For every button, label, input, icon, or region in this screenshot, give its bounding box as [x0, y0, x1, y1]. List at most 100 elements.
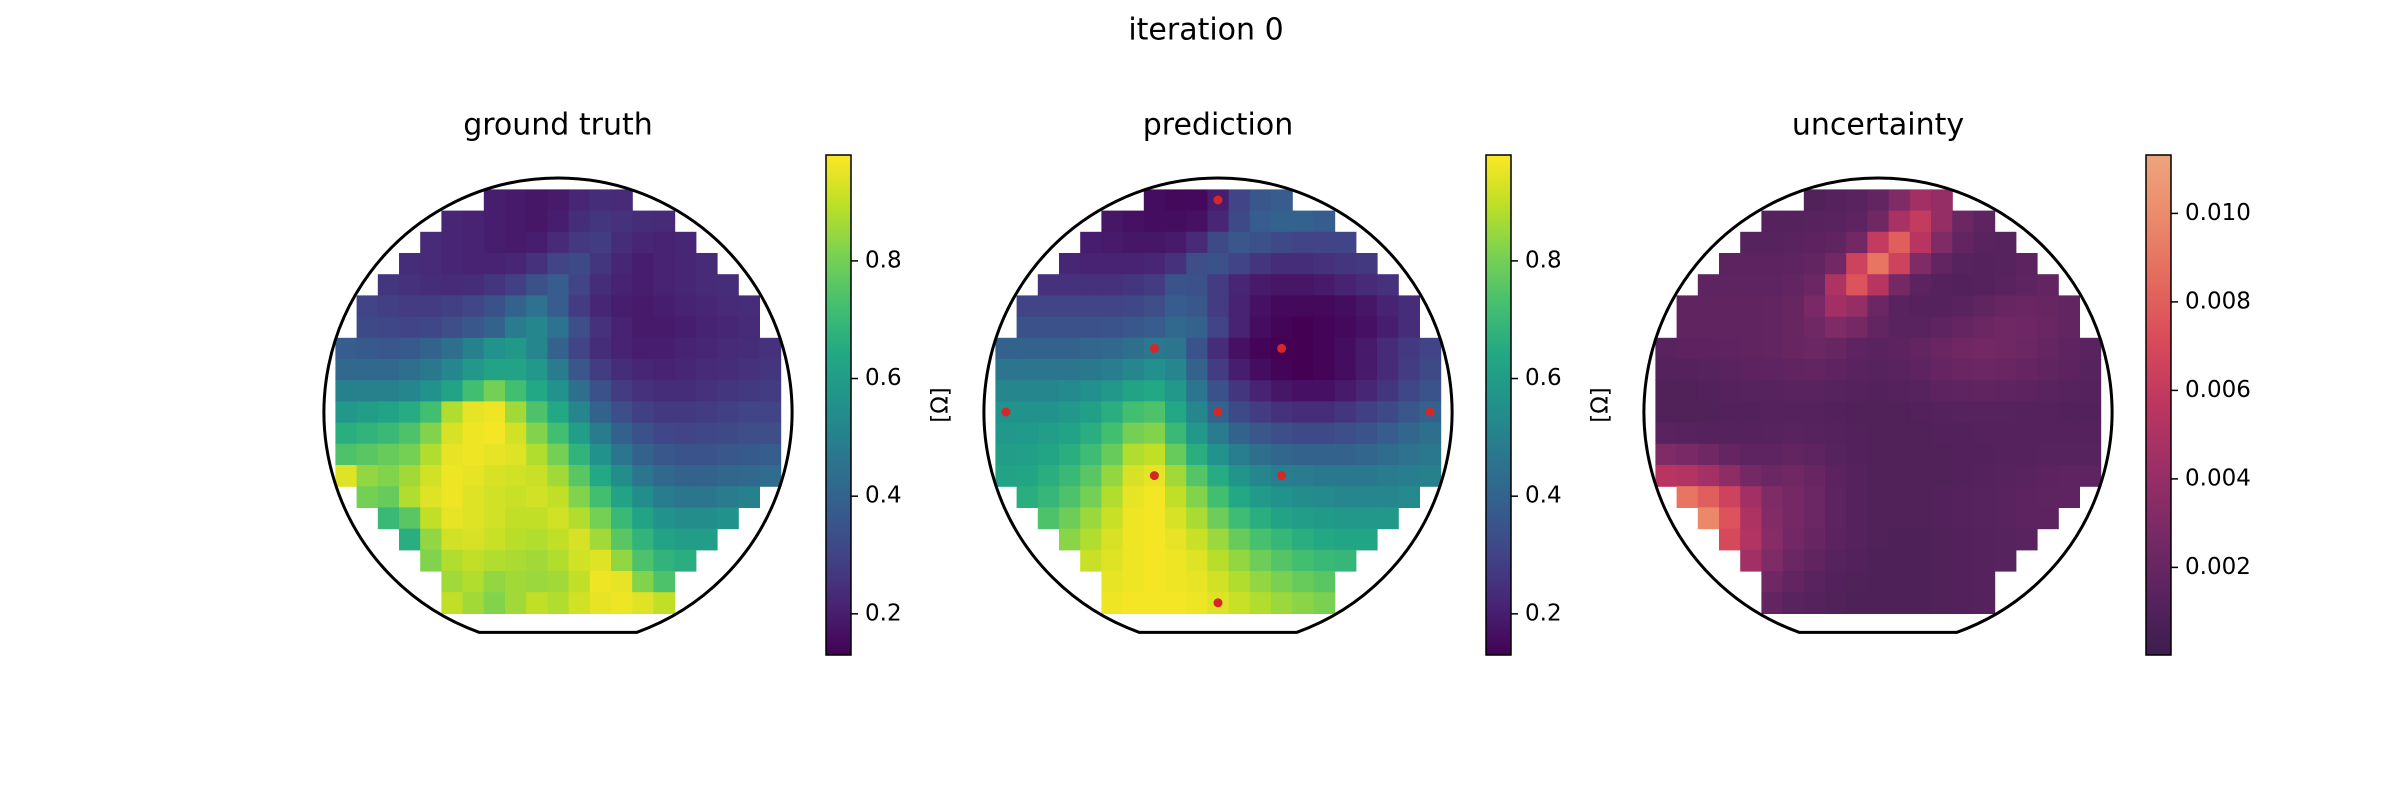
heatmap-cell — [695, 486, 718, 508]
heatmap-cell — [483, 380, 506, 402]
colorbar-tick-label: 0.2 — [865, 600, 902, 626]
heatmap-cell — [1655, 380, 1678, 402]
heatmap-cell — [1803, 486, 1826, 508]
heatmap-cell — [441, 571, 464, 593]
heatmap-cell — [2058, 295, 2080, 318]
heatmap-cell — [1973, 274, 1996, 296]
heatmap-cell — [1016, 380, 1039, 402]
heatmap-cell — [1931, 592, 1953, 614]
heatmap-cell — [1355, 401, 1378, 424]
heatmap-cell — [1952, 422, 1974, 445]
heatmap-cell — [1867, 486, 1890, 508]
heatmap-cell — [1271, 231, 1293, 254]
heatmap-cell — [1909, 486, 1932, 508]
heatmap-cell — [2015, 316, 2038, 339]
heatmap-cell — [1909, 231, 1932, 254]
heatmap-cell — [1334, 465, 1357, 487]
heatmap-cell — [1761, 359, 1784, 381]
heatmap-cell — [1931, 528, 1953, 551]
heatmap-cell — [1101, 592, 1124, 614]
heatmap-cell — [1037, 401, 1060, 424]
heatmap-cell — [1398, 486, 1420, 508]
heatmap-cell — [526, 274, 548, 296]
heatmap-cell — [1313, 380, 1336, 402]
heatmap-cell — [1228, 422, 1251, 445]
heatmap-cell — [611, 380, 633, 402]
heatmap-cell — [526, 592, 548, 614]
heatmap-cell — [1186, 549, 1208, 572]
heatmap-cell — [1165, 316, 1187, 339]
heatmap-cell — [505, 486, 527, 508]
heatmap-cell — [589, 549, 612, 572]
heatmap-cell — [2079, 337, 2102, 360]
heatmap-cell — [717, 422, 739, 445]
heatmap-cell — [568, 401, 591, 424]
heatmap-cell — [738, 486, 760, 508]
heatmap-cell — [1952, 592, 1974, 614]
heatmap-cell — [1888, 189, 1911, 212]
heatmap-cell — [1334, 253, 1357, 275]
heatmap-cell — [1740, 295, 1762, 318]
heatmap-cell — [632, 528, 654, 551]
heatmap-cell — [1165, 380, 1187, 402]
heatmap-cell — [568, 210, 591, 233]
heatmap-cell — [1249, 401, 1272, 424]
heatmap-cell — [1846, 486, 1868, 508]
heatmap-cell — [1122, 465, 1145, 487]
heatmap-cell — [1888, 380, 1911, 402]
heatmap-cell — [695, 380, 718, 402]
heatmap-cell — [1143, 443, 1166, 466]
heatmap-cell — [1377, 422, 1399, 445]
heatmap-cell — [483, 507, 506, 530]
heatmap-cell — [1761, 422, 1784, 445]
heatmap-cell — [1761, 253, 1784, 275]
heatmap-cell — [1249, 486, 1272, 508]
heatmap-cell — [1101, 443, 1124, 466]
heatmap-cell — [1846, 571, 1868, 593]
heatmap-cell — [1101, 337, 1124, 360]
heatmap-cell — [653, 401, 676, 424]
heatmap-cell — [547, 422, 570, 445]
heatmap-cell — [1973, 549, 1996, 572]
heatmap-cell — [995, 465, 1018, 487]
heatmap-cell — [441, 231, 464, 254]
heatmap-cell — [1931, 316, 1953, 339]
heatmap-cell — [2015, 528, 2038, 551]
colorbar-tick-label: 0.008 — [2185, 288, 2251, 314]
heatmap-cell — [2058, 359, 2080, 381]
heatmap-cell — [1207, 231, 1230, 254]
heatmap-cell — [1377, 380, 1399, 402]
heatmap-cell — [1292, 253, 1314, 275]
heatmap-cell — [1122, 210, 1145, 233]
heatmap-cell — [356, 465, 379, 487]
heatmap-cell — [1249, 528, 1272, 551]
heatmap-cell — [695, 465, 718, 487]
heatmap-cell — [547, 337, 570, 360]
heatmap-cell — [1228, 337, 1251, 360]
heatmap-cell — [1271, 253, 1293, 275]
heatmap-cell — [1313, 571, 1336, 593]
heatmap-cell — [420, 465, 442, 487]
heatmap-cell — [505, 465, 527, 487]
colorbar-tick-label: 0.004 — [2185, 465, 2251, 491]
heatmap-cell — [674, 359, 697, 381]
heatmap-cell — [653, 295, 676, 318]
heatmap-cell — [1292, 274, 1314, 296]
heatmap-cell — [1228, 295, 1251, 318]
heatmap-cell — [1952, 486, 1974, 508]
heatmap-cell — [674, 401, 697, 424]
heatmap-cell — [695, 337, 718, 360]
heatmap-cell — [1888, 486, 1911, 508]
heatmap-cell — [1377, 486, 1399, 508]
heatmap-cell — [611, 274, 633, 296]
heatmap-cell — [1952, 571, 1974, 593]
heatmap-cell — [1228, 443, 1251, 466]
heatmap-cell — [441, 486, 464, 508]
heatmap-cell — [1037, 443, 1060, 466]
heatmap-cell — [1186, 528, 1208, 551]
heatmap-cell — [1825, 253, 1847, 275]
heatmap-cell — [1909, 210, 1932, 233]
heatmap-cell — [1228, 380, 1251, 402]
heatmap-cell — [1122, 337, 1145, 360]
